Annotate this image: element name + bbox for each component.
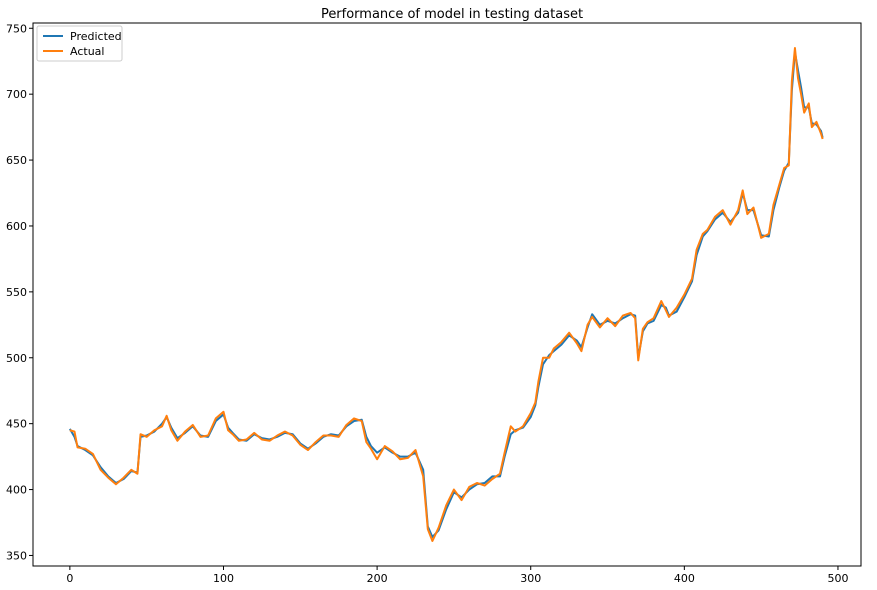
series-layer xyxy=(69,47,824,542)
chart-title: Performance of model in testing dataset xyxy=(321,7,583,22)
y-tick-label: 750 xyxy=(6,22,27,35)
y-tick-label: 550 xyxy=(6,286,27,299)
legend: Predicted Actual xyxy=(36,25,123,62)
y-tick-label: 400 xyxy=(6,484,27,497)
x-tick-label: 200 xyxy=(367,572,388,585)
x-tick-label: 300 xyxy=(520,572,541,585)
x-tick-label: 500 xyxy=(827,572,848,585)
y-tick-label: 600 xyxy=(6,220,27,233)
axes-frame xyxy=(32,22,862,567)
x-tick-label: 100 xyxy=(213,572,234,585)
axes-layer: 0 100 200 300 400 500 350 400 450 500 550 600 650 700… xyxy=(6,22,862,585)
x-tick-label: 0 xyxy=(66,572,73,585)
x-tick-label: 400 xyxy=(674,572,695,585)
y-tick-label: 450 xyxy=(6,418,27,431)
legend-box xyxy=(36,25,123,62)
plot-background xyxy=(33,23,861,566)
plot-area xyxy=(33,23,861,566)
y-tick-label: 350 xyxy=(6,549,27,562)
y-tick-label: 500 xyxy=(6,352,27,365)
y-tick-label: 700 xyxy=(6,88,27,101)
legend-label-actual: Actual xyxy=(70,45,104,58)
legend-label-predicted: Predicted xyxy=(70,30,122,43)
y-tick-label: 650 xyxy=(6,154,27,167)
series-line-actual xyxy=(69,47,824,542)
